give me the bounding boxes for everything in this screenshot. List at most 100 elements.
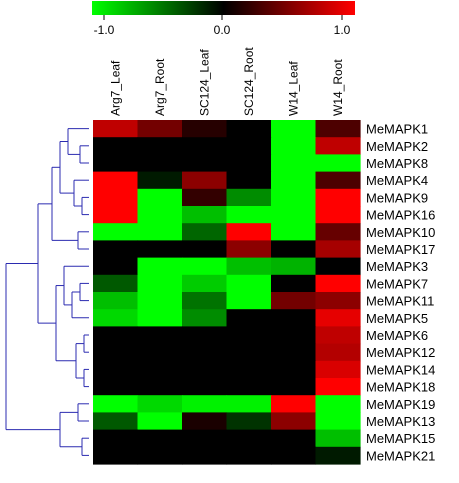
- heatmap-cell-MeMAPK11-Arg7_Root: [137, 292, 183, 310]
- heatmap-cell-MeMAPK10-Arg7_Root: [137, 223, 183, 241]
- row-label: MeMAPK14: [366, 362, 435, 377]
- row-label: MeMAPK7: [366, 276, 428, 291]
- heatmap-cell-MeMAPK15-SC124_Root: [226, 429, 272, 448]
- heatmap-cell-MeMAPK2-W14_Root: [315, 137, 361, 155]
- heatmap-cell-MeMAPK14-SC124_Leaf: [182, 360, 228, 379]
- heatmap-cell-MeMAPK2-SC124_Leaf: [182, 137, 228, 155]
- heatmap-cell-MeMAPK17-W14_Leaf: [271, 240, 317, 259]
- heatmap-cell-MeMAPK3-Arg7_Leaf: [93, 257, 139, 276]
- heatmap-cell-MeMAPK21-SC124_Leaf: [182, 446, 228, 465]
- heatmap-cell-MeMAPK7-Arg7_Leaf: [93, 274, 139, 293]
- heatmap-cell-MeMAPK21-Arg7_Root: [137, 446, 183, 465]
- heatmap-cell-MeMAPK14-SC124_Root: [226, 360, 272, 379]
- heatmap-cell-MeMAPK15-SC124_Leaf: [182, 429, 228, 448]
- scale-label-mid: 0.0: [214, 23, 231, 37]
- row-labels: MeMAPK1 MeMAPK2 MeMAPK8 MeMAPK4 MeMAPK9 MeMAP…: [366, 122, 435, 464]
- row-label: MeMAPK13: [366, 414, 435, 429]
- row-label: MeMAPK5: [366, 311, 428, 326]
- row-label: MeMAPK18: [366, 380, 435, 395]
- heatmap-cell-MeMAPK11-SC124_Root: [226, 292, 272, 310]
- heatmap-cell-MeMAPK1-W14_Root: [315, 120, 361, 138]
- row-label: MeMAPK2: [366, 139, 428, 154]
- heatmap-cell-MeMAPK18-W14_Root: [315, 378, 361, 396]
- heatmap-cell-MeMAPK9-Arg7_Leaf: [93, 188, 139, 207]
- heatmap-cell-MeMAPK10-Arg7_Leaf: [93, 223, 139, 241]
- color-scale-legend: -1.0 0.0 1.0: [92, 1, 355, 37]
- column-label: Arg7_Leaf: [108, 60, 122, 116]
- heatmap-cell-MeMAPK1-W14_Leaf: [271, 120, 317, 138]
- heatmap-cell-MeMAPK1-SC124_Leaf: [182, 120, 228, 138]
- scale-label-max: 1.0: [334, 23, 351, 37]
- heatmap-cell-MeMAPK12-W14_Leaf: [271, 343, 317, 362]
- heatmap-cell-MeMAPK1-Arg7_Leaf: [93, 120, 139, 138]
- row-label: MeMAPK11: [366, 294, 434, 309]
- heatmap-cell-MeMAPK6-W14_Root: [315, 326, 361, 345]
- heatmap-cell-MeMAPK15-W14_Root: [315, 429, 361, 448]
- heatmap-cell-MeMAPK18-Arg7_Root: [137, 378, 183, 396]
- heatmap-cell-MeMAPK1-Arg7_Root: [137, 120, 183, 138]
- heatmap-cell-MeMAPK14-Arg7_Leaf: [93, 360, 139, 379]
- heatmap-cell-MeMAPK21-SC124_Root: [226, 446, 272, 465]
- row-label: MeMAPK15: [366, 431, 435, 446]
- heatmap-cell-MeMAPK9-W14_Root: [315, 188, 361, 207]
- heatmap-cell-MeMAPK13-SC124_Root: [226, 412, 272, 431]
- heatmap-cell-MeMAPK21-Arg7_Leaf: [93, 446, 139, 465]
- row-label: MeMAPK12: [366, 345, 435, 360]
- heatmap-cell-MeMAPK16-SC124_Leaf: [182, 206, 228, 224]
- heatmap-cell-MeMAPK19-W14_Leaf: [271, 395, 317, 413]
- heatmap-cell-MeMAPK9-SC124_Leaf: [182, 188, 228, 207]
- heatmap-cell-MeMAPK6-W14_Leaf: [271, 326, 317, 345]
- column-label: SC124_Root: [242, 47, 256, 116]
- heatmap-cell-MeMAPK6-SC124_Leaf: [182, 326, 228, 345]
- heatmap-cell-MeMAPK10-SC124_Root: [226, 223, 272, 241]
- heatmap-cell-MeMAPK17-SC124_Leaf: [182, 240, 228, 259]
- column-label: W14_Root: [331, 59, 345, 116]
- heatmap-cell-MeMAPK13-Arg7_Leaf: [93, 412, 139, 431]
- heatmap-cell-MeMAPK17-SC124_Root: [226, 240, 272, 259]
- heatmap-cell-MeMAPK21-W14_Root: [315, 446, 361, 465]
- heatmap-cell-MeMAPK16-SC124_Root: [226, 206, 272, 224]
- row-label: MeMAPK16: [366, 208, 435, 223]
- heatmap-cell-MeMAPK11-W14_Leaf: [271, 292, 317, 310]
- heatmap-cell-MeMAPK4-Arg7_Root: [137, 171, 183, 190]
- heatmap-cell-MeMAPK10-W14_Leaf: [271, 223, 317, 241]
- row-label: MeMAPK19: [366, 397, 435, 412]
- row-label: MeMAPK9: [366, 190, 428, 205]
- heatmap-cell-MeMAPK13-SC124_Leaf: [182, 412, 228, 431]
- heatmap-cell-MeMAPK8-SC124_Root: [226, 154, 272, 173]
- heatmap-cell-MeMAPK15-W14_Leaf: [271, 429, 317, 448]
- heatmap-cell-MeMAPK3-SC124_Leaf: [182, 257, 228, 276]
- heatmap-cell-MeMAPK16-W14_Root: [315, 206, 361, 224]
- heatmap-cell-MeMAPK13-W14_Leaf: [271, 412, 317, 431]
- heatmap-cell-MeMAPK12-SC124_Leaf: [182, 343, 228, 362]
- heatmap-cell-MeMAPK12-Arg7_Leaf: [93, 343, 139, 362]
- heatmap-cell-MeMAPK2-W14_Leaf: [271, 137, 317, 155]
- heatmap-cell-MeMAPK7-W14_Root: [315, 274, 361, 293]
- row-label: MeMAPK17: [366, 242, 435, 257]
- row-label: MeMAPK1: [366, 122, 428, 137]
- heatmap-cell-MeMAPK3-Arg7_Root: [137, 257, 183, 276]
- heatmap-cell-MeMAPK5-W14_Leaf: [271, 309, 317, 327]
- row-label: MeMAPK4: [366, 173, 428, 188]
- heatmap-cell-MeMAPK17-W14_Root: [315, 240, 361, 259]
- row-label: MeMAPK6: [366, 328, 428, 343]
- heatmap-cell-MeMAPK2-SC124_Root: [226, 137, 272, 155]
- heatmap-cell-MeMAPK18-SC124_Leaf: [182, 378, 228, 396]
- heatmap-cell-MeMAPK19-SC124_Leaf: [182, 395, 228, 413]
- heatmap-cell-MeMAPK13-Arg7_Root: [137, 412, 183, 431]
- heatmap-cell-MeMAPK5-Arg7_Root: [137, 309, 183, 327]
- heatmap-cell-MeMAPK5-Arg7_Leaf: [93, 309, 139, 327]
- heatmap-cell-MeMAPK3-W14_Leaf: [271, 257, 317, 276]
- heatmap-cell-MeMAPK5-W14_Root: [315, 309, 361, 327]
- heatmap-cell-MeMAPK11-Arg7_Leaf: [93, 292, 139, 310]
- heatmap-cell-MeMAPK7-W14_Leaf: [271, 274, 317, 293]
- heatmap-cell-MeMAPK4-SC124_Root: [226, 171, 272, 190]
- column-label: SC124_Leaf: [197, 49, 211, 116]
- heatmap-cell-MeMAPK14-W14_Root: [315, 360, 361, 379]
- heatmap-cell-MeMAPK8-SC124_Leaf: [182, 154, 228, 173]
- heatmap-cell-MeMAPK4-W14_Leaf: [271, 171, 317, 190]
- color-scale-bar: [92, 1, 355, 15]
- column-label: W14_Leaf: [286, 61, 300, 116]
- heatmap-cell-MeMAPK8-W14_Leaf: [271, 154, 317, 173]
